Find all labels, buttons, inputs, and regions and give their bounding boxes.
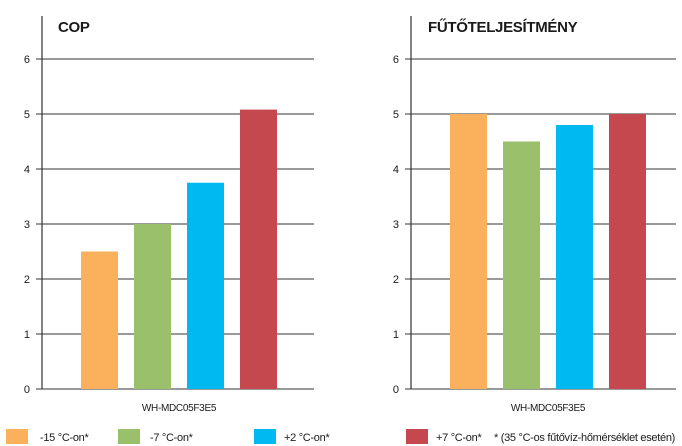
legend-footnote: * (35 °C-os fűtővíz-hőmérséklet esetén) xyxy=(494,432,675,444)
legend-swatch-2 xyxy=(118,429,140,444)
heating-chart-title: FŰTŐTELJESÍTMÉNY xyxy=(428,18,578,36)
cop-chart-title: COP xyxy=(58,19,90,36)
cop-ytick-label: 6 xyxy=(24,54,30,66)
legend: -15 °C-on* -7 °C-on* +2 °C-on* +7 °C-on* * (… xyxy=(6,429,675,444)
legend-swatch-3 xyxy=(254,429,276,444)
heating-ytick-label: 6 xyxy=(393,54,399,66)
heating-ytick-label: 2 xyxy=(393,274,399,286)
chart-panels: 0 1 2 3 4 5 6 COP WH-MDC05F3E5 0 1 2 3 4 5 6 FŰTŐTELJESÍ… xyxy=(24,16,676,414)
heating-ytick-label: 4 xyxy=(393,164,399,176)
heating-bar-3 xyxy=(556,125,593,389)
cop-bar-4 xyxy=(240,109,277,389)
cop-ytick-label: 5 xyxy=(24,109,30,121)
cop-bar-2 xyxy=(134,224,171,389)
heating-bar-4 xyxy=(609,114,646,389)
legend-label-3: +2 °C-on* xyxy=(284,432,330,444)
cop-bar-1 xyxy=(81,251,118,389)
heating-ytick-label: 0 xyxy=(393,384,399,396)
heating-bar-1 xyxy=(450,114,487,389)
heating-ytick-label: 5 xyxy=(393,109,399,121)
legend-label-4: +7 °C-on* xyxy=(436,432,482,444)
cop-category-label: WH-MDC05F3E5 xyxy=(142,403,217,414)
heating-ytick-label: 3 xyxy=(393,219,399,231)
heating-ytick-label: 1 xyxy=(393,329,399,341)
heating-chart: 0 1 2 3 4 5 6 FŰTŐTELJESÍTMÉNY WH-MDC05F3E5 xyxy=(393,16,676,414)
cop-chart: 0 1 2 3 4 5 6 COP WH-MDC05F3E5 xyxy=(24,16,314,414)
legend-label-1: -15 °C-on* xyxy=(40,432,89,444)
cop-ytick-label: 0 xyxy=(24,384,30,396)
cop-ytick-label: 3 xyxy=(24,219,30,231)
cop-ytick-label: 2 xyxy=(24,274,30,286)
cop-ytick-label: 1 xyxy=(24,329,30,341)
legend-label-2: -7 °C-on* xyxy=(150,432,194,444)
heating-bar-2 xyxy=(503,141,540,389)
legend-swatch-4 xyxy=(406,429,428,444)
heating-category-label: WH-MDC05F3E5 xyxy=(511,403,586,414)
cop-ytick-label: 4 xyxy=(24,164,30,176)
legend-swatch-1 xyxy=(6,429,28,444)
cop-bar-3 xyxy=(187,182,224,389)
